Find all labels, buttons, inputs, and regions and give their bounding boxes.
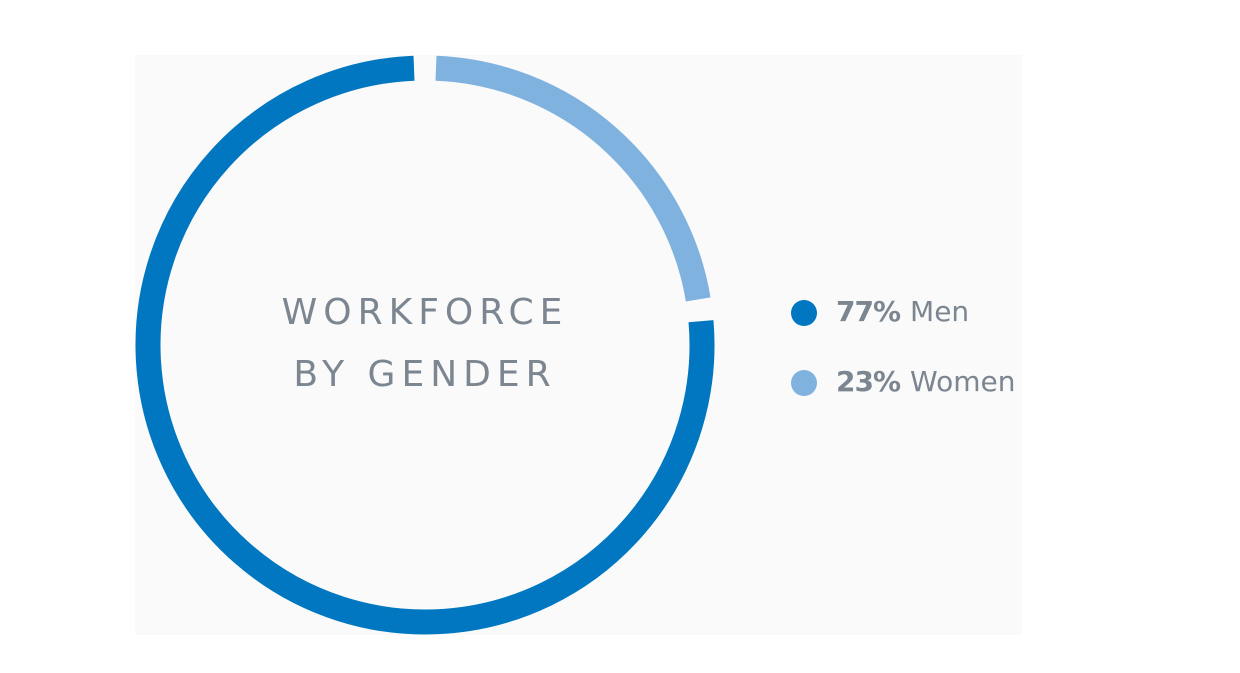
donut-segment bbox=[135, 55, 715, 635]
chart-title: WORKFORCE BY GENDER bbox=[281, 292, 569, 395]
legend-entry: 23% Women bbox=[836, 365, 1015, 398]
legend-value: 77% bbox=[836, 295, 901, 328]
legend-label: Women bbox=[910, 365, 1015, 398]
legend-entry: 77% Men bbox=[836, 295, 969, 328]
legend-label: Men bbox=[910, 295, 969, 328]
legend-value: 23% bbox=[836, 365, 901, 398]
panel bbox=[135, 55, 1022, 635]
legend-marker bbox=[791, 300, 817, 326]
donut-segment bbox=[435, 55, 711, 302]
legend-marker bbox=[791, 370, 817, 396]
